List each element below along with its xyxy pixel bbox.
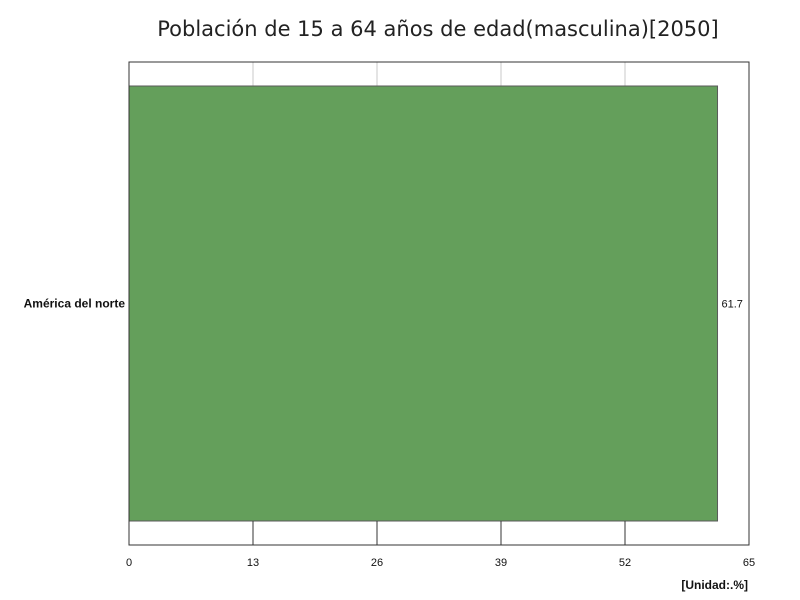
x-tick-label: 13 — [247, 557, 259, 569]
category-label: América del norte — [24, 297, 126, 311]
x-axis-ticks: 0 13 26 39 52 65 — [126, 521, 755, 569]
x-tick-label: 26 — [371, 557, 383, 569]
data-labels: 61.7 — [722, 299, 743, 311]
x-tick-label: 39 — [495, 557, 507, 569]
bars — [128, 85, 719, 522]
x-tick-label: 0 — [126, 557, 132, 569]
x-tick-label: 65 — [743, 557, 755, 569]
unit-label: [Unidad:.%] — [681, 578, 748, 592]
data-label: 61.7 — [722, 299, 743, 311]
bar — [128, 85, 719, 522]
chart-title: Población de 15 a 64 años de edad(mascul… — [157, 17, 718, 41]
x-tick-label: 52 — [619, 557, 631, 569]
y-axis-categories: América del norte — [24, 297, 126, 311]
plot-area — [128, 61, 750, 546]
